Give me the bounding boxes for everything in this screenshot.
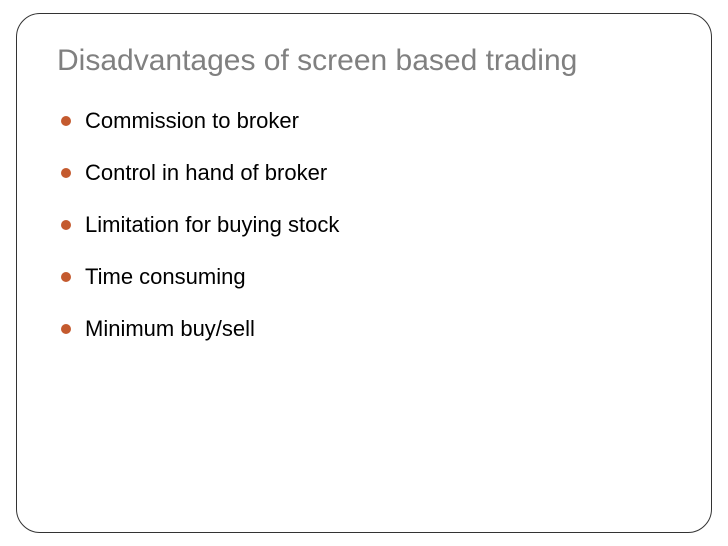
bullet-icon [61,324,71,334]
bullet-text: Control in hand of broker [85,160,327,186]
list-item: Time consuming [61,264,671,290]
list-item: Limitation for buying stock [61,212,671,238]
list-item: Commission to broker [61,108,671,134]
bullet-icon [61,116,71,126]
bullet-text: Limitation for buying stock [85,212,339,238]
slide-frame: Disadvantages of screen based trading Co… [16,13,712,533]
bullet-text: Minimum buy/sell [85,316,255,342]
list-item: Minimum buy/sell [61,316,671,342]
list-item: Control in hand of broker [61,160,671,186]
bullet-list: Commission to broker Control in hand of … [57,108,671,342]
slide-title: Disadvantages of screen based trading [57,42,671,80]
bullet-icon [61,272,71,282]
bullet-text: Commission to broker [85,108,299,134]
bullet-icon [61,220,71,230]
bullet-text: Time consuming [85,264,246,290]
bullet-icon [61,168,71,178]
